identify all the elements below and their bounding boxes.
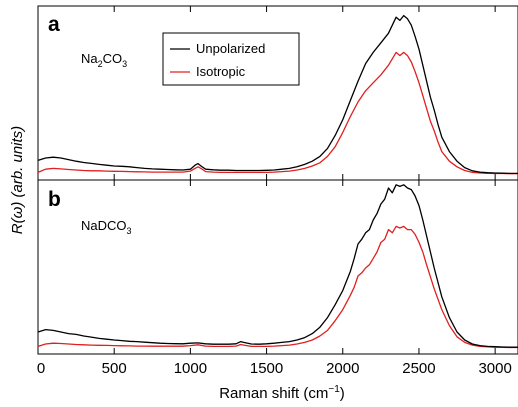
x-tick-label-2000: 2000 bbox=[326, 360, 359, 377]
x-axis-label: Raman shift (cm−1) bbox=[219, 384, 345, 402]
series-line-isotropic-panel-b bbox=[37, 225, 518, 349]
legend-label-isotropic: Isotropic bbox=[196, 64, 246, 79]
panel-a: a Na2CO3 Unpolarized Isotropic bbox=[37, 5, 518, 181]
panel-b-series-lines bbox=[37, 184, 518, 349]
x-axis-label-superscript: −1 bbox=[328, 384, 340, 395]
panel-a-sample-subscript: 2 bbox=[98, 59, 103, 69]
panel-a-tick-marks bbox=[37, 6, 496, 180]
panel-a-sample-name-tail: CO bbox=[103, 51, 123, 66]
panel-b-tick-marks bbox=[37, 180, 496, 354]
x-axis-label-close: ) bbox=[340, 385, 345, 402]
x-axis-label-text: Raman shift (cm bbox=[219, 385, 328, 402]
x-tick-label-2500: 2500 bbox=[402, 360, 435, 377]
legend: Unpolarized Isotropic bbox=[162, 32, 300, 86]
x-tick-label-1500: 1500 bbox=[250, 360, 283, 377]
panel-a-frame bbox=[37, 5, 518, 181]
legend-box bbox=[162, 32, 300, 86]
panel-b-letter: b bbox=[48, 188, 61, 211]
x-tick-label-1000: 1000 bbox=[174, 360, 207, 377]
panel-b-sample-name: NaDCO bbox=[81, 218, 127, 233]
x-tick-labels: 0 500 1000 1500 2000 2500 3000 bbox=[37, 360, 512, 377]
panel-a-letter: a bbox=[48, 13, 60, 36]
panel-a-sample-subscript-2: 3 bbox=[122, 59, 127, 69]
legend-label-unpolarized: Unpolarized bbox=[196, 41, 265, 56]
panel-a-sample-name: Na bbox=[81, 51, 98, 66]
series-line-isotropic-panel-a bbox=[37, 51, 518, 175]
panel-b-frame bbox=[37, 179, 518, 355]
panel-a-series-lines bbox=[37, 14, 518, 175]
x-tick-label-0: 0 bbox=[37, 360, 45, 377]
panel-b-sample-label: NaDCO3 bbox=[81, 218, 132, 236]
series-line-unpolarized-panel-b bbox=[37, 184, 518, 348]
series-line-unpolarized-panel-a bbox=[37, 14, 518, 175]
panel-b: b NaDCO3 bbox=[37, 179, 518, 355]
panel-b-sample-subscript: 3 bbox=[127, 226, 132, 236]
x-tick-label-3000: 3000 bbox=[478, 360, 511, 377]
x-tick-label-500: 500 bbox=[102, 360, 127, 377]
panel-a-sample-label: Na2CO3 bbox=[81, 51, 127, 69]
y-axis-label: R(ω) (arb. units) bbox=[9, 126, 26, 234]
